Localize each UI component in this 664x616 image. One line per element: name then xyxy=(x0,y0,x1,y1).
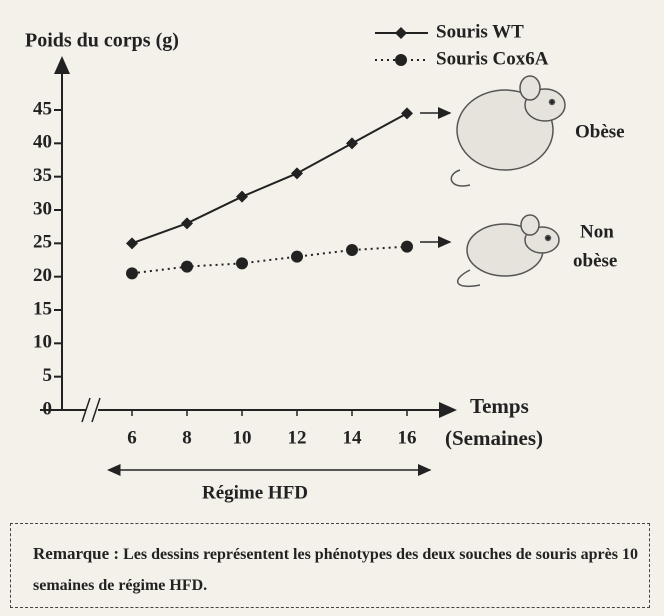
point xyxy=(346,244,358,256)
point xyxy=(401,241,413,253)
x-axis-label: Temps xyxy=(470,394,529,418)
regime-label: Régime HFD xyxy=(202,482,308,503)
series-line xyxy=(132,247,407,274)
mouse-obese xyxy=(451,76,565,186)
y-tick-label: 10 xyxy=(33,332,52,353)
x-tick-label: 12 xyxy=(288,427,307,448)
x-tick-label: 10 xyxy=(233,427,252,448)
x-tick-label: 8 xyxy=(182,427,192,448)
x-tick-label: 14 xyxy=(343,427,363,448)
legend-marker xyxy=(395,27,407,39)
x-axis-unit: (Semaines) xyxy=(445,426,543,450)
x-tick-label: 6 xyxy=(127,427,137,448)
point xyxy=(126,267,138,279)
point xyxy=(291,251,303,263)
point xyxy=(346,137,358,149)
point xyxy=(401,107,413,119)
mouse-non-obese xyxy=(458,215,559,286)
y-tick-label: 25 xyxy=(33,232,52,253)
y-axis-label: Poids du corps (g) xyxy=(25,30,179,52)
y-tick-label: 5 xyxy=(43,365,53,386)
y-tick-label: 0 xyxy=(43,398,53,419)
remark-label: Remarque : xyxy=(33,544,119,563)
page: Poids du corps (g) Temps (Semaines) Régi… xyxy=(0,0,664,616)
y-tick-label: 40 xyxy=(33,132,52,153)
legend-label: Souris Cox6A xyxy=(436,48,549,69)
y-tick-label: 45 xyxy=(33,98,52,119)
point xyxy=(236,191,248,203)
y-tick-label: 20 xyxy=(33,265,52,286)
y-tick-label: 30 xyxy=(33,198,52,219)
legend-label: Souris WT xyxy=(436,21,524,42)
remark-text: Les dessins représentent les phénotypes … xyxy=(33,546,638,594)
series-line xyxy=(132,113,407,243)
remark: Remarque : Les dessins représentent les … xyxy=(10,523,650,608)
point xyxy=(291,167,303,179)
annotation: obèse xyxy=(573,250,617,271)
annotation: Non xyxy=(580,221,614,242)
point xyxy=(181,261,193,273)
point xyxy=(181,217,193,229)
legend-marker xyxy=(395,54,407,66)
y-tick-label: 15 xyxy=(33,298,52,319)
point xyxy=(236,257,248,269)
y-tick-label: 35 xyxy=(33,165,52,186)
point xyxy=(126,237,138,249)
x-tick-label: 16 xyxy=(398,427,417,448)
annotation: Obèse xyxy=(575,121,625,142)
